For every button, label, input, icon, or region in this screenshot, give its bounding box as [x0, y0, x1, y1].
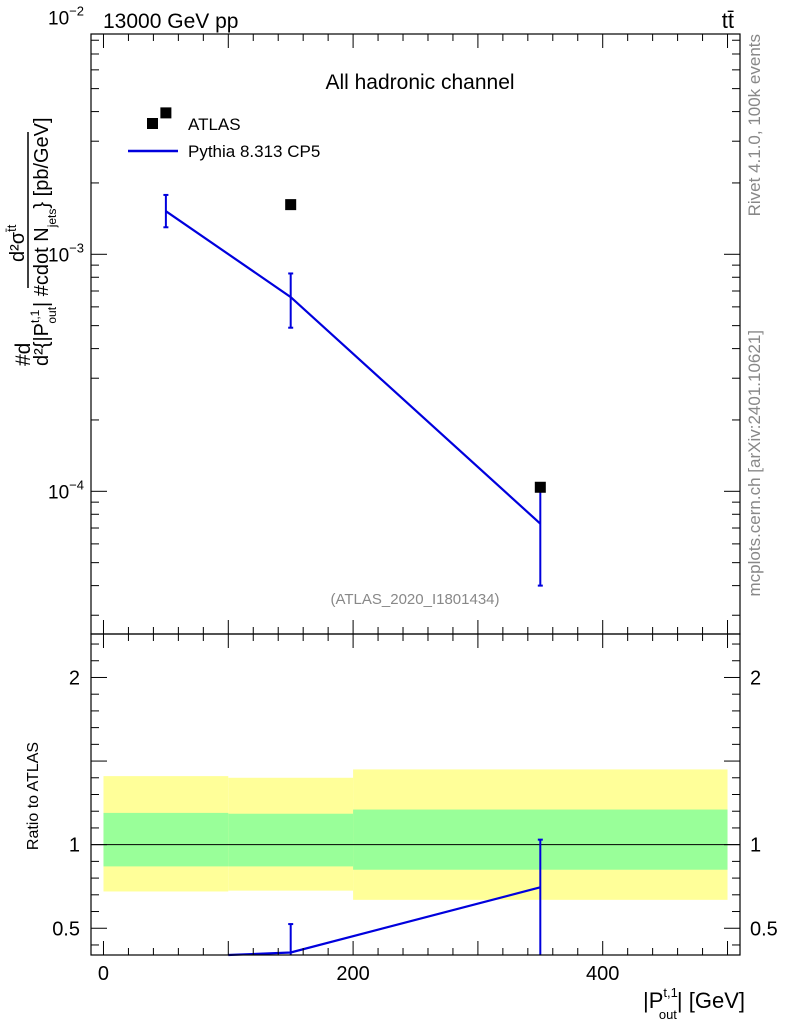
- x-tick-label: 0: [98, 963, 109, 985]
- ylabel-denominator-sub: out: [45, 306, 59, 323]
- ratio-plot-panel: 0 200 400 0.5 0.5 1 1 2 2: [52, 633, 778, 985]
- ratio-y-tick-label: 0.5: [52, 918, 80, 940]
- ratio-green-band: [103, 812, 229, 867]
- analysis-watermark: (ATLAS_2020_I1801434): [330, 591, 499, 608]
- ylabel-top: #d: [12, 343, 35, 366]
- ylabel-numerator: d²σt̄t: [4, 224, 29, 262]
- rivet-info-text: Rivet 4.1.0, 100k events: [745, 34, 764, 216]
- ratio-y-axis-label: Ratio to ATLAS: [25, 742, 42, 850]
- ylabel-numerator-sup: t̄t: [4, 224, 19, 232]
- y-tick-label: 10−4: [48, 477, 84, 503]
- x-tick-label: 400: [586, 963, 619, 985]
- y-tick-label-exp: −4: [69, 477, 84, 492]
- xlabel-sup: t,1: [663, 985, 677, 1000]
- legend-atlas-marker: [147, 118, 158, 129]
- atlas-data-point: [160, 107, 172, 119]
- y-tick-label-base: 10: [48, 482, 69, 503]
- ratio-green-band: [228, 813, 354, 867]
- ylabel-denominator: d²{|Pt,1 out| #cdot Njets} [pb/GeV]: [28, 117, 59, 366]
- xlabel-main: |P: [643, 988, 663, 1013]
- ratio-y-tick-label: 2: [69, 667, 80, 689]
- y-tick-label-base: 10: [48, 245, 69, 266]
- legend-atlas-label: ATLAS: [188, 115, 241, 134]
- atlas-data-point: [534, 481, 546, 493]
- x-tick-label: 200: [336, 963, 369, 985]
- y-tick-label-exp: −2: [69, 3, 84, 18]
- y-tick-label: 10−2: [48, 3, 84, 29]
- ylabel-unit: } [pb/GeV]: [31, 117, 53, 208]
- ylabel-denominator-sup: t,1: [28, 309, 42, 323]
- y-tick-label: 10−3: [48, 240, 84, 266]
- main-pythia-line: [165, 210, 542, 525]
- mcplots-info-text: mcplots.cern.ch [arXiv:2401.10621]: [745, 330, 764, 596]
- ratio-y-tick-label-right: 0.5: [750, 918, 778, 940]
- xlabel-sub: out: [659, 1007, 677, 1022]
- y-tick-label-exp: −3: [69, 240, 84, 255]
- header-energy-label: 13000 GeV pp: [103, 10, 238, 33]
- legend-pythia-label: Pythia 8.313 CP5: [188, 142, 320, 161]
- xlabel-rest: | [GeV]: [677, 988, 745, 1013]
- header-process-label: tt̄: [722, 8, 734, 33]
- ylabel-numerator-main: d²σ: [7, 231, 29, 262]
- x-axis-label: |Pt,1 out| [GeV]: [643, 985, 745, 1022]
- ratio-y-tick-label: 1: [69, 835, 80, 857]
- ylabel-denominator-main: d²{|P: [31, 323, 53, 366]
- plot-title: All hadronic channel: [325, 71, 514, 94]
- ratio-y-tick-label-right: 2: [750, 667, 761, 689]
- ratio-y-tick-label-right: 1: [750, 835, 761, 857]
- atlas-data-point: [285, 199, 297, 211]
- main-plot-panel: 10−410−310−2: [48, 3, 741, 635]
- y-tick-label-base: 10: [48, 8, 69, 29]
- main-y-axis-label: #d d²σt̄t d²{|Pt,1 out| #cdot Njets} [pb/…: [4, 117, 59, 366]
- ylabel-denominator-sub2: jets: [45, 209, 59, 229]
- ylabel-denominator-rest: | #cdot N: [31, 227, 53, 307]
